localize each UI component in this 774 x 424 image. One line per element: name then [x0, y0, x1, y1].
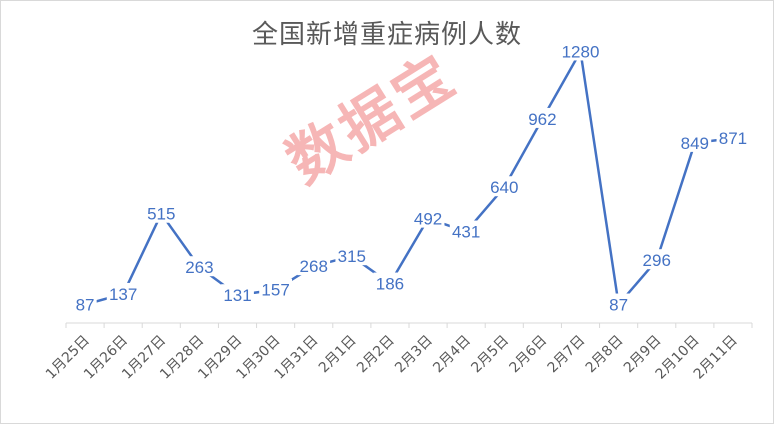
data-label: 515 [147, 205, 175, 224]
data-label: 87 [76, 296, 95, 315]
data-label: 640 [490, 178, 518, 197]
data-label-background [449, 220, 483, 241]
data-label-background [297, 255, 331, 276]
data-label: 87 [609, 296, 628, 315]
data-label: 871 [719, 129, 747, 148]
data-label-background [182, 256, 216, 277]
data-label-background [373, 272, 407, 293]
x-tick-label: 2月2日 [354, 333, 398, 377]
data-label-background [221, 284, 254, 305]
x-tick-label: 2月7日 [545, 333, 589, 377]
x-tick-label: 2月5日 [468, 333, 512, 377]
data-label-background [335, 245, 369, 266]
data-label: 315 [338, 247, 366, 266]
data-label: 492 [414, 210, 442, 229]
data-label: 137 [109, 285, 137, 304]
data-label-background [678, 131, 712, 152]
data-label: 186 [376, 275, 404, 294]
data-label: 131 [223, 286, 251, 305]
data-label-background [73, 293, 97, 314]
data-label-background [411, 207, 445, 228]
chart-title: 全国新增重症病例人数 [251, 20, 522, 50]
x-tick-label: 2月4日 [430, 333, 474, 377]
data-label: 849 [681, 134, 709, 153]
data-label: 431 [452, 223, 480, 242]
x-tick-label: 2月8日 [583, 333, 627, 377]
data-label: 296 [643, 251, 671, 270]
x-tick-label: 2月3日 [392, 333, 436, 377]
x-tick-label: 2月6日 [506, 333, 550, 377]
data-label: 263 [185, 258, 213, 277]
x-tick-label: 2月1日 [316, 333, 360, 377]
data-label-background [607, 293, 631, 314]
data-label-background [106, 282, 140, 303]
data-label-background [144, 202, 178, 223]
data-label-background [487, 176, 521, 197]
data-label-background [259, 278, 293, 299]
data-label: 962 [528, 110, 556, 129]
data-label-background [525, 107, 559, 128]
data-label: 1280 [562, 42, 600, 61]
data-label: 157 [261, 281, 289, 300]
data-label: 268 [300, 257, 328, 276]
data-label-background [716, 127, 750, 148]
data-label-background [559, 40, 602, 61]
data-label-background [640, 249, 674, 270]
